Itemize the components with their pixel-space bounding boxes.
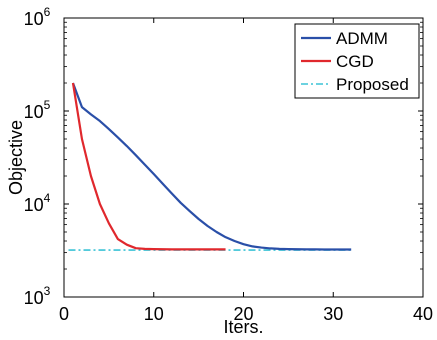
legend: ADMM CGD Proposed [294,23,420,99]
plot-border [63,17,424,298]
y-tick-label: 103 [24,284,51,308]
x-tick-label: 30 [323,304,343,324]
y-tick-label: 105 [24,98,51,122]
x-tick-label: 10 [144,304,164,324]
ticks-layer: 0 10 20 30 40 103 104 105 106 [24,5,433,324]
x-tick-label: 40 [413,304,433,324]
y-tick-label: 104 [24,191,51,215]
x-axis-label: Iters. [223,317,263,337]
y-tick-label: 106 [24,5,51,29]
x-tick-label: 0 [59,304,69,324]
legend-label-admm: ADMM [336,29,388,48]
y-axis-label: Objective [6,120,26,195]
x-tick-label: 20 [233,304,253,324]
series-layer [68,82,352,251]
legend-label-proposed: Proposed [336,75,409,94]
series-line-cgd [71,82,226,251]
legend-label-cgd: CGD [336,52,374,71]
series-line-admm [71,82,352,251]
